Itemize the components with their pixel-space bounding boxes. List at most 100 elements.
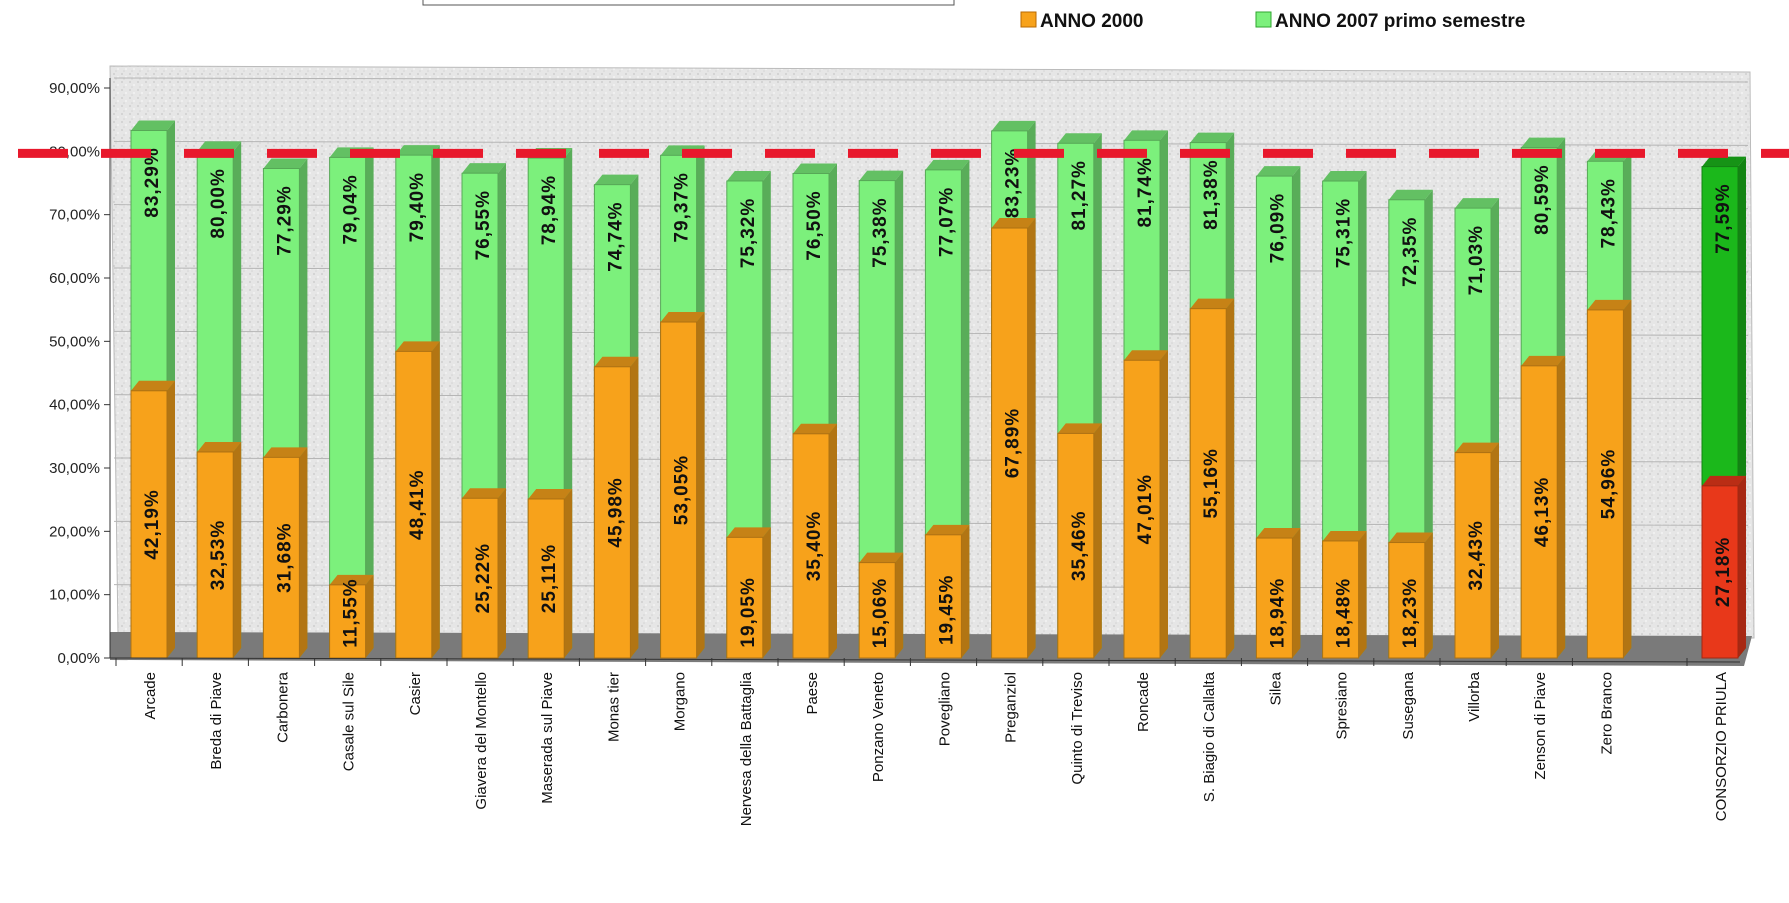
bar-top <box>1057 423 1102 434</box>
bar-side <box>167 380 175 658</box>
bar-front <box>1701 485 1739 659</box>
data-label-2007: 76,50% <box>804 190 825 260</box>
bar-side <box>365 574 374 658</box>
data-label-2007: 77,59% <box>1713 183 1734 253</box>
bar-top <box>263 158 308 169</box>
bar-top <box>131 120 175 131</box>
data-label-2007: 76,09% <box>1267 193 1288 263</box>
bar-2000-arcade <box>130 380 175 659</box>
data-label-2007: 77,07% <box>936 187 957 257</box>
bar-side <box>696 312 705 658</box>
category-label-spresiano: Spresiano <box>1334 672 1351 740</box>
bar-top <box>1322 530 1367 541</box>
bar-top <box>793 163 837 174</box>
data-label-2000: 53,05% <box>672 455 693 525</box>
bar-top <box>395 145 440 156</box>
category-label-maserada-sul-piave: Maserada sul Piave <box>539 672 556 804</box>
category-label-casier: Casier <box>407 672 424 715</box>
data-label-2000: 19,45% <box>936 575 957 645</box>
bar-side <box>829 423 837 658</box>
data-label-2007: 79,04% <box>341 174 362 244</box>
category-label-silea: Silea <box>1267 671 1284 705</box>
bar-top <box>1455 198 1499 209</box>
bar-top <box>395 341 440 352</box>
data-label-2000: 42,19% <box>142 489 163 559</box>
bar-front <box>1057 432 1095 659</box>
y-tick-label: 20,00% <box>49 523 100 540</box>
data-label-2007: 72,35% <box>1400 217 1421 287</box>
bar-side <box>1557 355 1566 658</box>
data-label-2000: 19,05% <box>738 577 759 647</box>
bar-top <box>1124 130 1168 141</box>
data-label-2007: 76,55% <box>473 190 494 260</box>
bar-2000-nervesa-della-battaglia <box>726 527 771 659</box>
category-label-giavera-del-montello: Giavera del Montello <box>473 672 490 810</box>
bar-top <box>925 159 970 170</box>
bar-front <box>1189 308 1227 659</box>
bar-top <box>925 524 970 535</box>
bar-front <box>1255 537 1293 659</box>
data-label-2007: 77,29% <box>274 185 295 255</box>
bar-top <box>726 170 771 181</box>
y-axis: 0,00% 10,00% 20,00% 30,00% 40,00% 50,00% 60,00… <box>49 78 111 667</box>
y-tick-label: 60,00% <box>49 270 100 287</box>
bar-top <box>1190 298 1235 309</box>
bar-top <box>594 356 639 367</box>
bar-front <box>1322 540 1360 659</box>
data-label-2000: 55,16% <box>1201 448 1222 518</box>
data-label-2000: 15,06% <box>870 578 891 648</box>
category-label-nervesa-della-battaglia: Nervesa della Battaglia <box>738 671 755 826</box>
data-label-2000: 27,18% <box>1713 537 1734 607</box>
bar-side <box>630 356 639 658</box>
bar-2000-paese <box>792 423 837 659</box>
bar-top <box>1256 528 1301 539</box>
gridline <box>113 140 1749 146</box>
legend-label-anno-2000: ANNO 2000 <box>1040 11 1144 32</box>
bar-2000-quinto-di-treviso <box>1057 423 1102 659</box>
category-label-monastier: Monas tier <box>605 672 622 742</box>
bar-top <box>1388 532 1433 543</box>
bar-top <box>1521 355 1566 366</box>
bar-2000-povegliano <box>924 524 970 659</box>
bar-front <box>1520 365 1558 659</box>
data-label-2007: 83,23% <box>1003 148 1024 218</box>
bar-top <box>1455 442 1499 453</box>
data-label-2007: 75,31% <box>1334 198 1355 268</box>
bar-side <box>1160 350 1168 658</box>
bar-side <box>762 527 771 658</box>
category-label-s-biagio-di-callalta: S. Biagio di Callalta <box>1201 671 1218 802</box>
bar-2000-carbonera <box>262 447 308 659</box>
bar-top <box>793 423 837 434</box>
legend-label-anno-2007: ANNO 2007 primo semestre <box>1275 11 1525 32</box>
bar-side <box>895 170 904 659</box>
bar-side <box>299 447 308 658</box>
bar-front <box>196 451 234 659</box>
bar-top <box>329 574 374 585</box>
bar-2000-roncade <box>1123 350 1168 659</box>
data-label-2007: 79,40% <box>407 172 428 242</box>
bar-2000-ponzano-veneto <box>858 552 904 659</box>
bar-side <box>1358 530 1367 658</box>
data-label-2000: 67,89% <box>1003 408 1024 478</box>
bar-front <box>329 156 367 659</box>
data-label-2000: 18,23% <box>1400 578 1421 648</box>
bar-side <box>498 488 506 658</box>
category-label-morgano: Morgano <box>672 672 689 731</box>
data-label-2000: 25,22% <box>473 543 494 613</box>
category-label-zenson-di-piave: Zenson di Piave <box>1532 672 1549 780</box>
bar-front <box>1454 452 1492 659</box>
bar-front <box>792 433 830 659</box>
bar-top <box>1057 133 1102 144</box>
data-label-2000: 46,13% <box>1532 477 1553 547</box>
bar-front <box>130 390 168 659</box>
category-label-breda-di-piave: Breda di Piave <box>208 672 225 770</box>
legend-swatch-anno-2007 <box>1255 11 1272 28</box>
bar-top <box>1587 299 1632 310</box>
data-label-2007: 78,43% <box>1598 178 1619 248</box>
data-label-2000: 11,55% <box>341 578 362 647</box>
data-label-2007: 80,59% <box>1532 164 1553 234</box>
bar-2000-breda-di-piave <box>196 441 242 659</box>
y-tick-label: 70,00% <box>49 207 100 224</box>
bar-top <box>1521 137 1566 148</box>
y-tick-label: 0,00% <box>57 650 100 667</box>
